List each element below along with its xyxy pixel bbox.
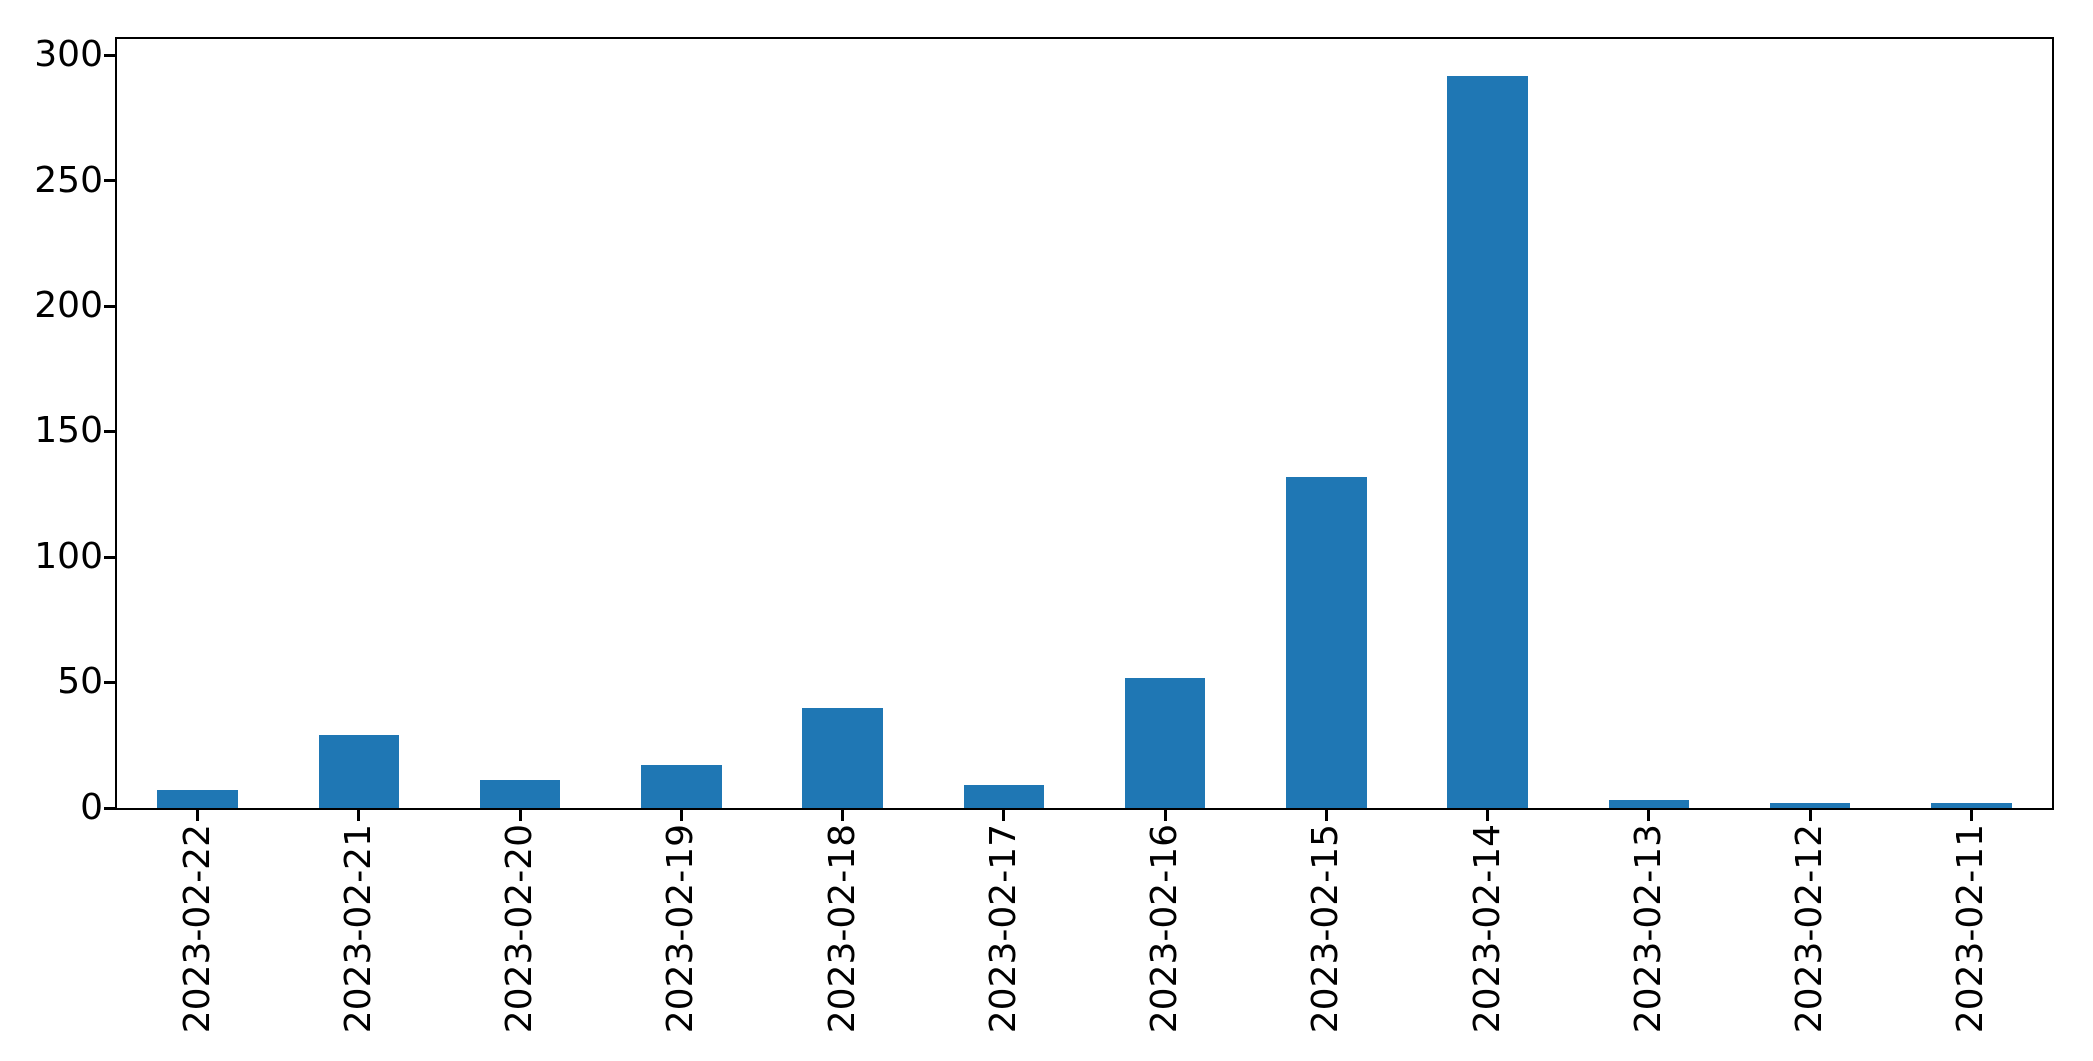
- bar-2023-02-19: [641, 765, 722, 808]
- x-tick-label: 2023-02-17: [982, 824, 1024, 1034]
- x-tick-label: 2023-02-15: [1305, 824, 1347, 1034]
- x-tick-label: 2023-02-20: [499, 824, 541, 1034]
- x-axis-tick: [841, 810, 845, 821]
- bar-2023-02-18: [802, 707, 883, 808]
- y-tick-label: 200: [34, 285, 103, 327]
- x-axis-tick: [1647, 810, 1651, 821]
- x-axis-tick: [357, 810, 361, 821]
- y-tick-label: 0: [80, 786, 103, 828]
- y-tick-label: 250: [34, 159, 103, 201]
- bar-2023-02-12: [1769, 802, 1851, 808]
- x-tick-label: 2023-02-16: [1144, 824, 1186, 1034]
- x-axis-tick: [1486, 810, 1490, 821]
- y-axis-tick: [104, 304, 115, 308]
- x-tick-label: 2023-02-14: [1466, 824, 1508, 1034]
- x-axis-tick: [1969, 810, 1973, 821]
- bar-2023-02-20: [479, 780, 561, 808]
- y-axis-tick: [104, 555, 115, 559]
- y-tick-label: 100: [34, 535, 103, 577]
- x-axis-tick: [196, 810, 200, 821]
- y-axis-tick: [104, 681, 115, 685]
- x-axis-tick: [1163, 810, 1167, 821]
- bar-2023-02-14: [1447, 75, 1528, 808]
- x-tick-label: 2023-02-13: [1627, 824, 1669, 1034]
- x-tick-label: 2023-02-22: [176, 824, 218, 1034]
- bar-2023-02-13: [1608, 800, 1690, 808]
- bar-2023-02-21: [318, 735, 400, 808]
- y-axis-tick: [104, 806, 115, 810]
- x-tick-label: 2023-02-12: [1789, 824, 1831, 1034]
- x-axis-tick: [518, 810, 522, 821]
- x-tick-label: 2023-02-18: [821, 824, 863, 1034]
- x-axis-tick: [1808, 810, 1812, 821]
- x-axis-tick: [679, 810, 683, 821]
- y-axis-tick: [104, 179, 115, 183]
- bar-2023-02-16: [1124, 677, 1206, 808]
- y-axis-tick: [104, 54, 115, 58]
- x-tick-label: 2023-02-21: [337, 824, 379, 1034]
- x-axis-tick: [1002, 810, 1006, 821]
- y-tick-label: 300: [34, 34, 103, 76]
- y-axis-tick: [104, 430, 115, 434]
- bar-2023-02-17: [963, 785, 1045, 808]
- y-tick-label: 150: [34, 410, 103, 452]
- x-tick-label: 2023-02-11: [1950, 824, 1992, 1034]
- bar-2023-02-15: [1286, 476, 1367, 808]
- x-tick-label: 2023-02-19: [660, 824, 702, 1034]
- x-axis-tick: [1324, 810, 1328, 821]
- bar-2023-02-22: [157, 790, 238, 808]
- bar-2023-02-11: [1931, 802, 2012, 808]
- plot-area-frame: [115, 37, 2054, 810]
- y-tick-label: 50: [57, 661, 103, 703]
